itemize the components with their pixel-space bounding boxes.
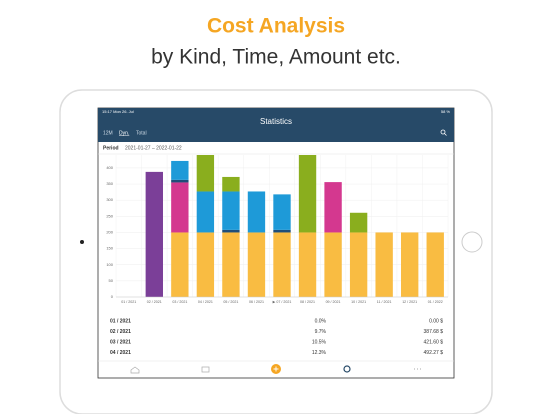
x-tick-label: 06 / 2021 [249, 300, 264, 304]
bar-segment [171, 182, 189, 233]
bar-segment [222, 229, 240, 233]
x-tick-label: 05 / 2021 [223, 300, 238, 304]
x-tick-label: 11 / 2021 [377, 300, 392, 304]
home-tab[interactable] [130, 366, 140, 374]
y-tick-label: 0 [111, 294, 114, 299]
row-period: 01 / 2021 [110, 318, 131, 324]
table: 01 / 2021 0.0% 0.00 $ 02 / 2021 9.7% 387.68 $… [110, 318, 443, 356]
bar-segment [222, 191, 240, 230]
x-tick-label: 01 / 2021 [121, 300, 136, 304]
add-icon [273, 366, 279, 372]
tab[interactable]: Total [136, 130, 147, 136]
bar-segment [375, 232, 393, 297]
row-share: 0.0% [315, 318, 327, 324]
x-tick-label: ▶ 07 / 2021 [273, 300, 292, 304]
bar-segment [247, 191, 266, 233]
statistics-tab[interactable] [343, 365, 351, 373]
row-amount: 492.27 $ [424, 350, 444, 356]
bar-segment [324, 232, 342, 297]
bar-segment [171, 179, 189, 183]
row-share: 9.7% [315, 329, 327, 335]
x-tick-label: 01 / 2022 [428, 300, 443, 304]
y-tick-label: 250 [106, 213, 113, 218]
row-amount: 0.00 $ [429, 318, 443, 324]
bar-segment [401, 232, 419, 297]
row-amount: 387.68 $ [424, 329, 444, 335]
y-tick-label: 300 [106, 197, 113, 202]
tab-bar [130, 364, 421, 374]
x-tick-label: 02 / 2021 [147, 300, 162, 304]
tab-active[interactable]: Dyn. [119, 130, 129, 136]
bar-segment [196, 155, 215, 192]
row-amount: 421.60 $ [424, 339, 444, 345]
search-icon[interactable] [440, 129, 447, 136]
bar-segment [171, 160, 189, 180]
row-period: 03 / 2021 [110, 339, 131, 345]
period-range: 2021-01-27 – 2022-01-22 [125, 145, 182, 151]
bars [145, 155, 444, 297]
bar-segment [145, 171, 163, 297]
bar-segment [298, 232, 317, 297]
bar-segment [273, 229, 291, 233]
x-tick-label: 08 / 2021 [300, 300, 315, 304]
bar-segment [222, 176, 240, 192]
y-tick-label: 100 [106, 262, 113, 267]
bar-segment [196, 191, 215, 233]
bar-segment [324, 182, 342, 233]
x-tick-label: 04 / 2021 [198, 300, 213, 304]
y-tick-label: 350 [106, 181, 113, 186]
row-share: 10.5% [312, 339, 327, 345]
row-period: 04 / 2021 [110, 350, 131, 356]
bar-segment [349, 232, 368, 297]
bar-segment [247, 232, 266, 297]
bar-segment [426, 232, 444, 297]
bar-segment [349, 212, 368, 233]
list-tab[interactable] [201, 366, 210, 373]
nav-title: Statistics [260, 117, 292, 126]
y-tick-label: 50 [109, 278, 114, 283]
status-battery: 58 % [441, 109, 451, 114]
status-time: 15:17 Mon 26. Jul [102, 109, 134, 114]
y-tick-label: 150 [106, 246, 113, 251]
tab[interactable]: 12M [103, 130, 113, 136]
chart: 0 50 100 150 200 250 300 350 400 01 / 2021 02 / 20… [106, 155, 449, 304]
bar-segment [298, 155, 317, 233]
x-tick-label: 03 / 2021 [172, 300, 187, 304]
promo-subtitle: by Kind, Time, Amount etc. [151, 46, 401, 69]
camera [80, 240, 84, 244]
y-tick-label: 400 [106, 165, 113, 170]
period-label: Period [103, 145, 119, 151]
x-tick-label: 09 / 2021 [326, 300, 341, 304]
bar-segment [222, 232, 240, 297]
bar-segment [171, 232, 189, 297]
bar-segment [196, 232, 215, 297]
bar-segment [273, 194, 291, 230]
row-period: 02 / 2021 [110, 329, 131, 335]
x-tick-label: 10 / 2021 [351, 300, 366, 304]
x-tick-label: 12 / 2021 [402, 300, 417, 304]
home-button[interactable] [461, 231, 483, 253]
y-tick-label: 200 [106, 230, 113, 235]
row-share: 12.3% [312, 350, 327, 356]
bar-segment [273, 232, 291, 297]
promo-title: Cost Analysis [207, 15, 345, 38]
nav-bar [98, 108, 454, 142]
